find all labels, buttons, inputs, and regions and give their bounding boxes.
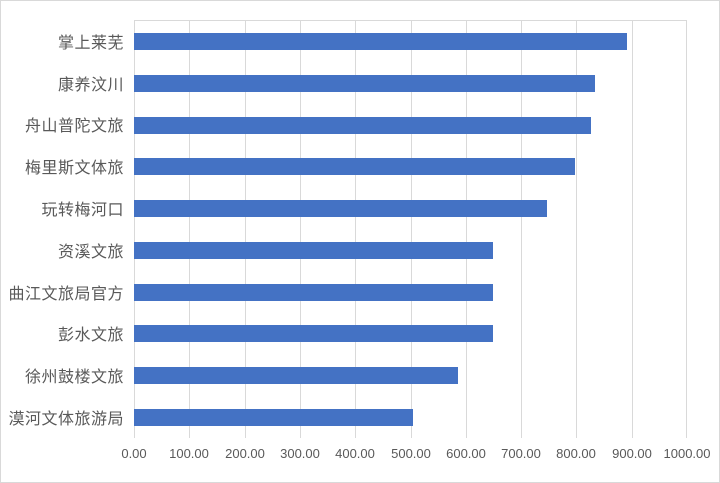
category-label: 曲江文旅局官方 — [8, 285, 124, 303]
gridline — [521, 21, 522, 438]
x-tick-label: 700.00 — [501, 446, 541, 461]
category-label: 梅里斯文体旅 — [24, 160, 124, 178]
x-tick-label: 600.00 — [446, 446, 486, 461]
bar-5 — [134, 200, 548, 218]
gridline — [189, 21, 190, 438]
bar-6 — [134, 241, 494, 259]
category-label: 漠河文体旅游局 — [8, 411, 124, 429]
category-label: 掌上莱芜 — [57, 34, 124, 52]
x-tick-label: 200.00 — [225, 446, 265, 461]
bar-9 — [134, 366, 459, 384]
bar-10 — [134, 408, 414, 426]
x-tick-label: 900.00 — [612, 446, 652, 461]
category-axis-line — [134, 21, 135, 438]
gridline — [411, 21, 412, 438]
category-label: 舟山普陀文旅 — [24, 118, 124, 136]
x-tick-label: 1000.00 — [663, 446, 711, 461]
x-tick-label: 300.00 — [280, 446, 320, 461]
bar-row — [134, 396, 687, 438]
bar-4 — [134, 158, 575, 176]
bar-8 — [134, 325, 494, 343]
x-tick-label: 0.00 — [121, 446, 147, 461]
bar-row — [134, 104, 687, 146]
bar-row — [134, 21, 687, 63]
bar-row — [134, 313, 687, 355]
gridline — [355, 21, 356, 438]
bar-3 — [134, 116, 591, 134]
bar-1 — [134, 33, 627, 51]
gridline — [576, 21, 577, 438]
bar-row — [134, 355, 687, 397]
bar-row — [134, 63, 687, 105]
bar-row — [134, 230, 687, 272]
value-axis: 0.00 100.00 200.00 300.00 400.00 500.00 600.00… — [1, 446, 719, 466]
category-label: 资溪文旅 — [57, 243, 124, 261]
gridline — [686, 21, 687, 438]
category-axis: 掌上莱芜康养汶川舟山普陀文旅 梅里斯文体旅玩转梅河口资溪文旅曲江文旅局官方彭水文旅… — [1, 20, 128, 438]
bar-row — [134, 146, 687, 188]
bar-7 — [134, 283, 494, 301]
gridline — [632, 21, 633, 438]
category-label: 康养汶川 — [57, 76, 124, 94]
gridline — [245, 21, 246, 438]
category-label: 徐州鼓楼文旅 — [24, 369, 124, 387]
x-tick-label: 100.00 — [169, 446, 209, 461]
x-tick-label: 800.00 — [556, 446, 596, 461]
category-label: 玩转梅河口 — [41, 202, 124, 220]
plot-area — [134, 20, 687, 438]
bar-row — [134, 271, 687, 313]
gridline — [466, 21, 467, 438]
gridline — [300, 21, 301, 438]
bar-row — [134, 188, 687, 230]
category-label: 彭水文旅 — [57, 327, 124, 345]
x-tick-label: 400.00 — [335, 446, 375, 461]
x-tick-label: 500.00 — [391, 446, 431, 461]
bar-2 — [134, 75, 596, 93]
